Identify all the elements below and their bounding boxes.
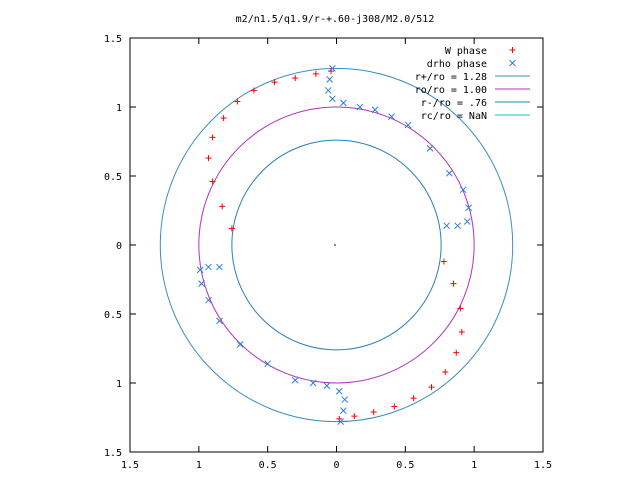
data-point [264,360,272,368]
data-point [426,145,434,152]
y-tick-label: 1 [116,103,122,114]
x-tick-label: 0.5 [259,460,277,471]
data-point [454,222,462,230]
data-point [340,407,347,414]
data-point [440,258,447,265]
data-point [205,263,212,271]
y-tick-label: 0 [116,241,122,252]
data-point [340,99,347,107]
x-tick-label: 1.5 [534,460,552,471]
data-point [459,186,467,194]
data-point [446,169,453,177]
y-tick-label: 1 [116,379,122,390]
x-tick-label: 0 [333,460,339,471]
data-point [465,204,473,212]
data-point [463,218,471,225]
data-point [450,280,457,287]
legend-label: r+/ro = 1.28 [415,72,487,83]
origin-marker [334,244,336,246]
x-tick-label: 1 [196,460,202,471]
data-point [457,305,464,312]
axis-ticks: 1.5 1 0.5 0 0.5 1 1.51.510.500.511.5 [104,34,552,471]
circle-1 [198,106,475,384]
y-tick-label: 0.5 [104,310,122,321]
reference-circles [159,67,514,423]
data-point [309,379,317,387]
data-point [442,368,449,375]
data-point [312,70,319,77]
data-point [326,76,333,83]
y-tick-label: 0.5 [104,172,122,183]
legend-label: drho phase [427,59,487,70]
data-point [205,155,212,162]
data-point [329,95,336,103]
legend-marker [509,47,516,53]
data-point [216,263,223,271]
data-point [196,266,204,274]
chart-title: m2/n1.5/q1.9/r-+.60-j308/M2.0/512 [236,14,435,25]
circle-0 [159,67,514,423]
data-point [220,115,227,122]
data-point [356,103,364,111]
y-tick-label: 1.5 [104,34,122,45]
x-tick-label: 0.5 [396,460,414,471]
data-point [335,387,343,395]
data-point [234,98,241,105]
data-point [391,403,398,410]
data-point [341,396,349,403]
legend: W phase drho phase r+/ro = 1.28 ro/ro = 1.0… [415,46,530,122]
x-tick-label: 1.5 [121,460,139,471]
data-point [250,87,257,94]
legend-label: r-/ro = .76 [421,98,487,109]
data-point [216,317,223,325]
legend-label: ro/ro = 1.00 [415,85,487,96]
data-point [370,408,377,415]
x-tick-label: 1 [471,460,477,471]
data-point [209,134,216,141]
data-point [337,418,344,425]
data-point [324,87,332,94]
legend-label: rc/ro = NaN [421,111,487,122]
circle-2 [231,139,442,351]
data-point [291,376,299,384]
series-0 [205,68,465,422]
data-point [236,341,244,348]
data-point [198,280,205,287]
data-point [443,222,450,230]
data-point [458,328,465,335]
data-point [410,395,417,402]
data-series [196,65,473,425]
series-1 [196,65,473,425]
data-point [292,75,299,82]
data-point [329,65,336,72]
data-point [205,296,212,304]
legend-marker [509,59,516,67]
data-point [219,203,226,210]
data-point [428,384,435,391]
data-point [371,106,379,114]
legend-label: W phase [445,46,487,57]
data-point [228,225,235,232]
data-point [271,79,278,86]
data-point [404,121,412,129]
data-point [209,178,216,185]
data-point [323,382,331,390]
data-point [453,349,460,356]
data-point [388,113,395,121]
y-tick-label: 1.5 [104,448,122,459]
data-point [351,413,358,420]
